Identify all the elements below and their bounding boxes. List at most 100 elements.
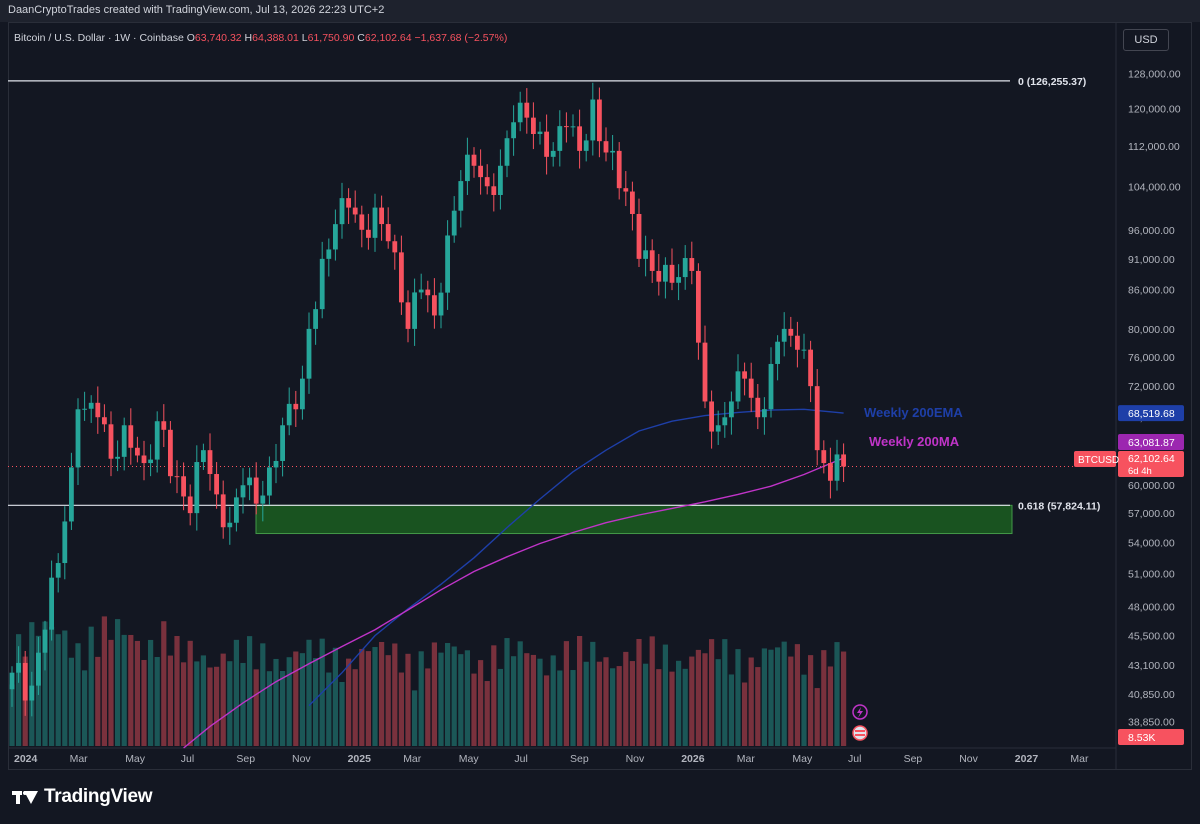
volume-bar <box>247 636 253 746</box>
candle-body <box>623 188 629 192</box>
low-value: 61,750.90 <box>307 32 355 44</box>
tradingview-logo[interactable]: TradingView <box>12 786 153 808</box>
chart-frame <box>8 22 1192 770</box>
candle-body <box>62 521 68 564</box>
volume-bar <box>728 674 734 746</box>
candle-body <box>768 363 774 410</box>
candle-body <box>748 378 754 398</box>
y-tick-label: 54,000.00 <box>1128 538 1175 550</box>
candle-body <box>227 522 233 528</box>
volume-bar <box>174 636 180 746</box>
volume-bar <box>148 639 154 746</box>
x-tick-label: Sep <box>904 753 923 765</box>
volume-bar <box>266 671 272 746</box>
volume-bar <box>9 684 15 746</box>
volume-bar <box>233 639 239 746</box>
candle-body <box>656 270 662 282</box>
candle-body <box>366 229 371 238</box>
candle-body <box>577 126 582 151</box>
candle-body <box>610 150 615 153</box>
volume-bar <box>405 653 411 746</box>
volume-bar <box>577 635 583 746</box>
volume-bar <box>715 659 721 746</box>
candle-body <box>187 496 193 514</box>
volume-bar <box>491 645 497 746</box>
volume-bar <box>775 647 781 746</box>
volume-bar <box>563 641 569 746</box>
volume-bar <box>392 643 398 746</box>
candle-body <box>438 292 444 316</box>
candle-body <box>630 191 635 214</box>
currency-button[interactable]: USD <box>1123 29 1169 51</box>
high-label: H <box>244 32 253 44</box>
volume-bar <box>167 655 173 746</box>
candle-body <box>603 141 609 153</box>
volume-bar <box>537 658 543 746</box>
volume-bar <box>735 649 741 746</box>
candle-body <box>643 250 648 259</box>
volume-bar <box>669 671 675 746</box>
candle-body <box>379 207 384 225</box>
volume-bar <box>445 643 451 746</box>
candle-body <box>128 425 134 448</box>
x-tick-label: Mar <box>70 753 89 765</box>
y-tick-label: 104,000.00 <box>1128 181 1181 193</box>
candle-body <box>663 264 668 282</box>
fib-level-label: 0.618 (57,824.11) <box>1018 500 1100 512</box>
x-tick-label: 2024 <box>14 753 38 765</box>
volume-bar <box>418 651 424 746</box>
price-chart[interactable]: 128,000.00 120,000.00 112,000.00 104,000.00… <box>0 0 1200 770</box>
top-level-label: 0 (126,255.37) <box>1018 76 1086 88</box>
fib-zone <box>255 504 1013 535</box>
volume-bar <box>240 662 246 746</box>
volume-bar <box>616 666 622 746</box>
y-tick-label: 72,000.00 <box>1128 381 1175 393</box>
volume-bar <box>352 669 358 746</box>
candle-body <box>95 402 101 418</box>
volume-bar <box>42 621 48 746</box>
volume-bar <box>517 641 523 746</box>
volume-bar <box>458 654 464 746</box>
volume-bar <box>332 647 338 746</box>
volume-bar <box>161 621 167 746</box>
candle-body <box>636 213 642 259</box>
volume-tag-bg <box>1118 729 1184 745</box>
ma-price-tag-bg <box>1118 434 1184 450</box>
y-tick-label: 96,000.00 <box>1128 225 1175 237</box>
y-tick-label: 80,000.00 <box>1128 324 1175 336</box>
candle-body <box>841 454 846 467</box>
candle-body <box>729 401 734 418</box>
candle-body <box>22 662 28 701</box>
close-value: 62,102.64 <box>364 32 412 44</box>
volume-bar <box>207 667 213 746</box>
candle-body <box>135 447 140 456</box>
candle-body <box>194 462 200 514</box>
volume-bar <box>629 661 635 746</box>
candle-body <box>696 270 701 343</box>
x-tick-label: Jul <box>181 753 194 765</box>
x-tick-label: 2027 <box>1015 753 1039 765</box>
volume-bar <box>596 661 602 746</box>
candle-body <box>42 629 48 653</box>
volume-bar <box>101 616 107 746</box>
volume-bar <box>649 636 655 746</box>
volume-bar <box>471 673 477 746</box>
candle-body <box>511 122 516 139</box>
volume-bar <box>62 630 68 746</box>
volume-bar <box>748 657 754 746</box>
x-tick-label: May <box>459 753 480 765</box>
candle-body <box>293 403 299 410</box>
volume-bar <box>286 657 292 746</box>
candle-body <box>154 421 160 460</box>
candle-body <box>451 210 457 236</box>
candle-body <box>240 485 246 498</box>
volume-bar <box>154 657 160 746</box>
candle-body <box>583 140 589 151</box>
candle-body <box>372 207 378 238</box>
x-tick-label: May <box>792 753 813 765</box>
candle-body <box>333 224 338 250</box>
volume-bar <box>590 641 596 746</box>
candle-body <box>207 450 213 475</box>
brand-name: TradingView <box>44 786 153 807</box>
volume-bar <box>583 661 589 746</box>
